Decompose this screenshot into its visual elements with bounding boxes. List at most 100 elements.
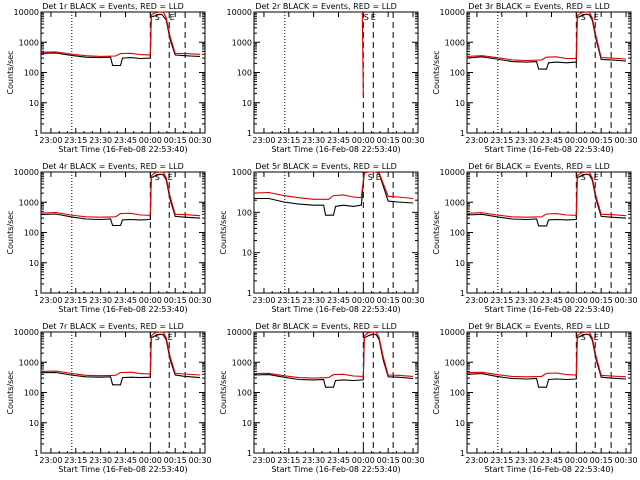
chart-panel-6: Det 6r BLACK = Events, RED = LLD 1 10 100 10… [432, 162, 638, 314]
y-axis-label: Counts/sec [219, 370, 228, 414]
x-tick-label: 00:15 [164, 296, 187, 305]
x-tick-label: 23:15 [277, 296, 300, 305]
chart-title: Det 9r BLACK = Events, RED = LLD [468, 322, 610, 331]
x-tick-label: 23:30 [302, 456, 325, 465]
chart-panel-2: Det 2r BLACK = Events, RED = LLD 1 10 100 10… [227, 2, 425, 154]
x-tick-label: 00:30 [401, 296, 424, 305]
events-series-line [466, 13, 627, 70]
y-tick-label: 100 [237, 389, 252, 398]
chart-title: Det 1r BLACK = Events, RED = LLD [42, 2, 184, 11]
x-tick-label: 23:45 [114, 456, 137, 465]
x-axis-label: Start Time (16-Feb-08 22:53:40) [58, 305, 187, 314]
plot-frame [466, 331, 632, 454]
x-tick-label: 23:15 [490, 136, 513, 145]
y-tick-label: 10000 [227, 8, 252, 17]
x-tick-label: 23:45 [114, 136, 137, 145]
plot-frame [40, 331, 206, 454]
interval-marker: E [371, 13, 376, 22]
x-tick-label: 00:30 [401, 136, 424, 145]
x-tick-label: 00:00 [565, 296, 588, 305]
y-tick-label: 10000 [440, 328, 465, 337]
y-tick-label: 10 [29, 99, 39, 108]
y-tick-label: 10000 [440, 168, 465, 177]
y-tick-label: 100 [237, 69, 252, 78]
x-tick-label: 23:30 [515, 136, 538, 145]
y-axis-label: Counts/sec [6, 370, 15, 414]
y-tick-label: 1 [34, 289, 39, 298]
x-tick-label: 23:00 [252, 296, 275, 305]
y-tick-label: 10 [242, 419, 252, 428]
x-tick-label: 23:00 [465, 456, 488, 465]
y-tick-label: 1 [247, 129, 252, 138]
plot-frame [466, 11, 632, 134]
x-tick-label: 23:00 [465, 296, 488, 305]
x-tick-label: 23:45 [540, 456, 563, 465]
events-series-line [40, 333, 201, 386]
interval-marker: E [594, 173, 599, 182]
y-tick-label: 1 [460, 449, 465, 458]
x-tick-label: 00:30 [401, 456, 424, 465]
x-tick-label: 00:15 [377, 296, 400, 305]
x-tick-label: 23:30 [515, 456, 538, 465]
x-tick-label: 00:30 [614, 136, 637, 145]
y-tick-label: 1000 [445, 358, 465, 367]
interval-marker: E [594, 13, 599, 22]
y-tick-label: 10 [455, 419, 465, 428]
y-axis-label: Counts/sec [6, 210, 15, 254]
interval-marker: E [376, 173, 381, 182]
x-tick-label: 23:15 [490, 456, 513, 465]
x-axis-label: Start Time (16-Feb-08 22:53:40) [484, 305, 613, 314]
x-tick-label: 23:00 [252, 136, 275, 145]
plot-frame [466, 171, 632, 294]
y-tick-label: 100 [450, 69, 465, 78]
y-tick-label: 100 [450, 229, 465, 238]
x-tick-label: 23:30 [302, 136, 325, 145]
y-tick-label: 10 [29, 259, 39, 268]
x-axis-label: Start Time (16-Feb-08 22:53:40) [271, 305, 400, 314]
lld-series-line [466, 11, 627, 62]
chart-panel-5: Det 5r BLACK = Events, RED = LLD 1 10 100 10… [219, 162, 425, 314]
interval-marker: S [581, 13, 586, 22]
x-tick-label: 00:30 [188, 136, 211, 145]
lld-series-line [253, 331, 414, 379]
lld-series-line [40, 331, 201, 377]
x-tick-label: 00:30 [614, 296, 637, 305]
events-series-line [466, 333, 627, 388]
events-series-line [253, 333, 414, 388]
y-tick-label: 10 [455, 99, 465, 108]
events-series-line [40, 173, 201, 227]
y-tick-label: 10000 [14, 8, 39, 17]
x-tick-label: 23:15 [64, 296, 87, 305]
lld-series-line [253, 171, 414, 200]
x-tick-label: 00:15 [164, 456, 187, 465]
y-tick-label: 10 [242, 99, 252, 108]
y-tick-label: 1 [247, 449, 252, 458]
y-tick-label: 1 [34, 449, 39, 458]
y-tick-label: 100 [237, 208, 252, 217]
x-axis-label: Start Time (16-Feb-08 22:53:40) [58, 145, 187, 154]
x-tick-label: 23:00 [465, 136, 488, 145]
x-tick-label: 00:15 [377, 456, 400, 465]
y-tick-label: 1000 [19, 38, 39, 47]
chart-panel-1: Det 1r BLACK = Events, RED = LLD 1 10 100 10… [6, 2, 212, 154]
y-axis-label: Counts/sec [6, 50, 15, 94]
interval-marker: S [155, 13, 160, 22]
x-tick-label: 00:00 [565, 136, 588, 145]
x-tick-label: 00:15 [590, 136, 613, 145]
x-tick-label: 00:15 [590, 296, 613, 305]
y-tick-label: 1000 [19, 198, 39, 207]
y-tick-label: 1000 [19, 358, 39, 367]
x-axis-label: Start Time (16-Feb-08 22:53:40) [271, 465, 400, 474]
x-tick-label: 00:00 [352, 136, 375, 145]
x-tick-label: 00:00 [352, 456, 375, 465]
x-tick-label: 00:30 [188, 296, 211, 305]
y-tick-label: 1000 [232, 358, 252, 367]
y-tick-label: 10 [242, 249, 252, 258]
plot-frame [253, 171, 419, 294]
x-tick-label: 23:45 [540, 296, 563, 305]
interval-marker: S [581, 333, 586, 342]
chart-title: Det 2r BLACK = Events, RED = LLD [255, 2, 397, 11]
chart-title: Det 5r BLACK = Events, RED = LLD [255, 162, 397, 171]
y-tick-label: 1 [460, 289, 465, 298]
